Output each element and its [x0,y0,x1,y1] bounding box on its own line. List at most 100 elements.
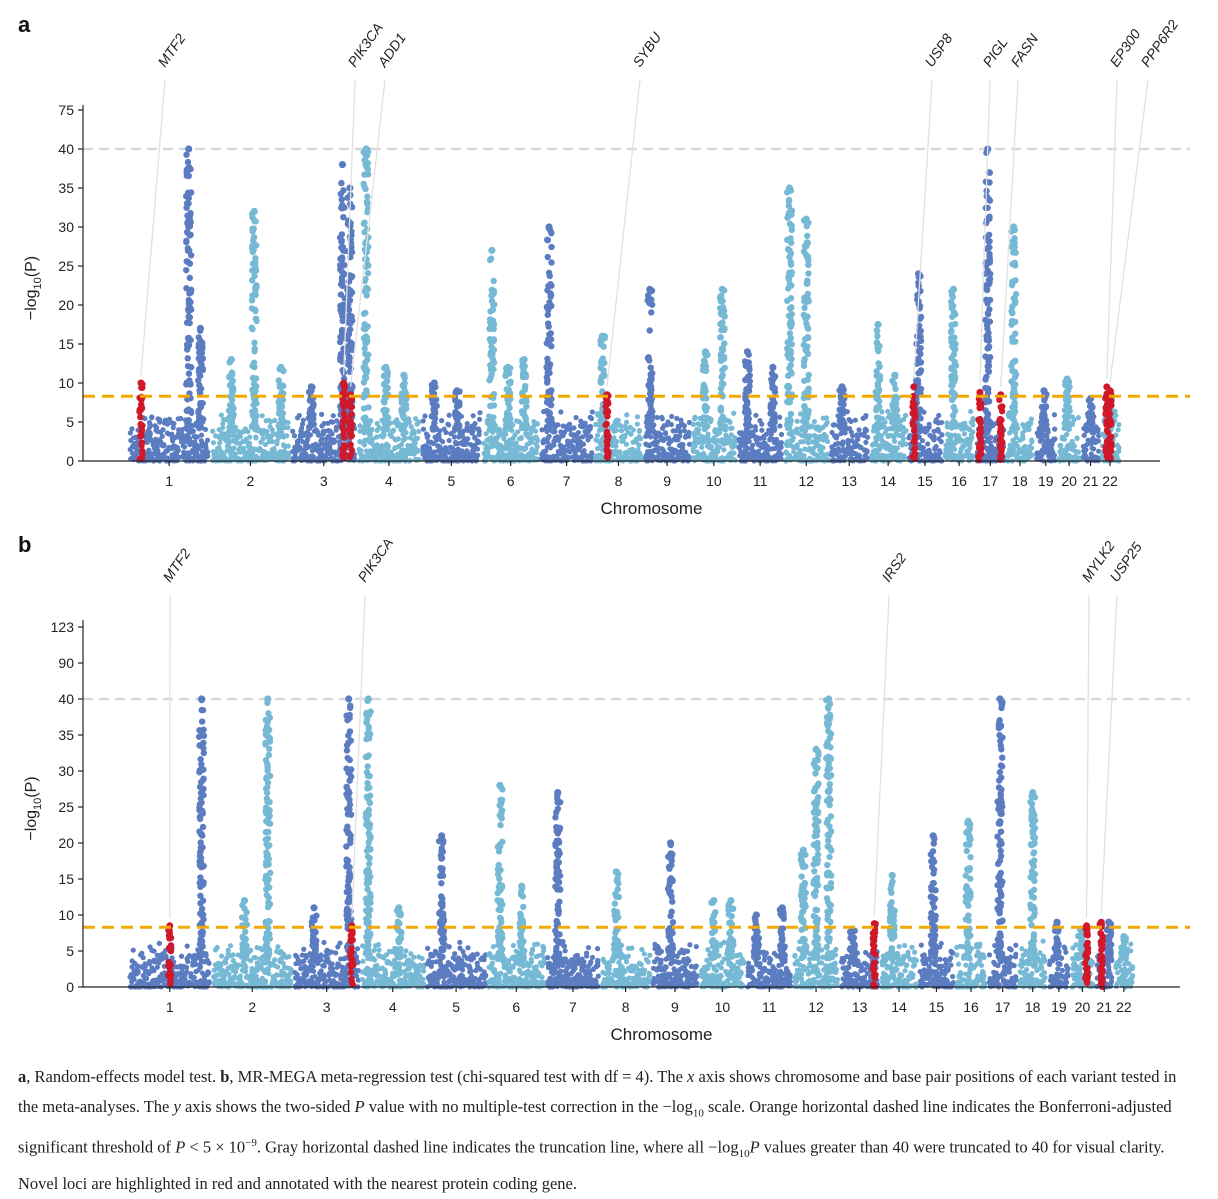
data-point [534,449,539,454]
data-point [176,448,181,453]
peak-point [229,384,235,390]
peak-top [545,223,552,230]
peak-point [806,298,812,304]
data-point [182,444,187,449]
data-point [157,420,162,425]
peak-point [804,278,810,284]
data-point [850,433,855,438]
peak-point [339,367,345,373]
data-point [390,429,395,434]
data-point [721,447,726,452]
peak-point [647,387,653,393]
peak-point [917,333,923,339]
peak-point [339,196,345,202]
peak-point [742,377,748,383]
peak-point [951,419,957,425]
peak-point [874,328,880,334]
data-point [589,416,594,421]
peak-point [873,425,879,431]
data-point [663,431,668,436]
peak-point [788,321,794,327]
data-point [253,434,258,439]
peak-point [718,417,724,423]
data-point [286,453,291,458]
data-point [270,427,275,432]
peak-point [1008,321,1014,327]
peak-point [453,415,459,421]
peak-point [1013,291,1019,297]
data-point [416,429,421,434]
data-point [219,412,224,417]
peak-point [520,374,526,380]
peak-point [197,359,203,365]
peak-point [544,340,550,346]
peak-point [548,259,554,265]
data-point [465,436,470,441]
peak-point [770,423,776,429]
peak-point [227,427,233,433]
data-point [165,422,170,427]
data-point [709,444,714,449]
peak-point [363,388,369,394]
data-point [807,433,812,438]
peak-top [599,333,606,340]
peak-point [742,396,748,402]
peak-point [384,423,390,429]
data-point [595,433,600,438]
data-point [791,435,796,440]
data-point [160,427,165,432]
data-point [147,430,152,435]
data-point [856,427,861,432]
peak-point [704,404,710,410]
peak-point [598,358,604,364]
data-point [305,437,310,442]
data-point [475,446,480,451]
peak-point [788,335,794,341]
data-point [795,419,800,424]
peak-point [188,364,194,370]
data-point [1023,444,1028,449]
data-point [729,426,734,431]
data-point [362,442,367,447]
peak-point [915,377,921,383]
peak-point [788,369,794,375]
data-point [297,413,302,418]
peak-point [362,246,368,252]
data-point [631,427,636,432]
peak-top [1010,223,1017,230]
peak-point [185,189,191,195]
peak-top [1064,376,1071,383]
peak-point [917,369,923,375]
peak-point [645,297,651,303]
peak-top [251,208,258,215]
data-point [576,430,581,435]
peak-point [183,267,189,273]
peak-point [227,402,233,408]
data-point [416,419,421,424]
data-point [962,431,967,436]
peak-point [721,325,727,331]
peak-point [892,424,898,430]
peak-top [874,321,881,328]
data-point [614,428,619,433]
peak-point [648,373,654,379]
peak-point [746,363,752,369]
peak-point [801,403,807,409]
peak-point [718,334,724,340]
peak-point [252,285,258,291]
peak-point [804,233,810,239]
peak-point [719,372,725,378]
data-point [777,415,782,420]
data-point [210,429,215,434]
peak-point [914,296,920,302]
data-point [865,435,870,440]
peak-point [804,223,810,229]
peak-point [876,343,882,349]
peak-point [229,392,235,398]
data-point [552,429,557,434]
data-point [750,443,755,448]
peak-point [503,422,509,428]
peak-point [786,349,792,355]
peak-point [1012,244,1018,250]
data-point [939,420,944,425]
